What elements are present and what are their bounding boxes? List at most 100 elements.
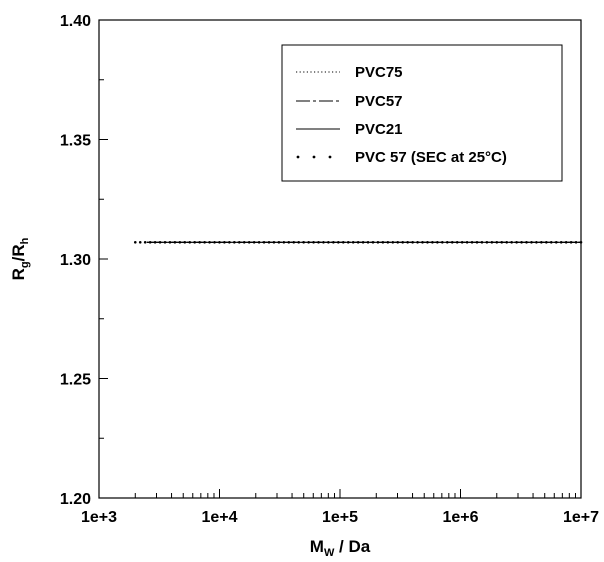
data-point (302, 240, 305, 244)
legend-label: PVC57 (355, 93, 403, 110)
data-point (361, 240, 365, 244)
data-point (257, 240, 261, 244)
data-point (431, 240, 434, 244)
data-point (267, 240, 271, 244)
legend-label: PVC 57 (SEC at 25°C) (355, 149, 507, 166)
y-tick-label: 1.40 (60, 13, 91, 30)
data-point (391, 240, 395, 244)
x-axis-ticks: 1e+3 1e+4 1e+5 1e+6 1e+7 (81, 489, 599, 526)
data-point (208, 240, 211, 244)
data-point (564, 240, 568, 244)
data-point (183, 240, 187, 244)
y-tick-label: 1.35 (60, 133, 91, 150)
data-point (233, 240, 236, 244)
data-point (515, 240, 518, 244)
data-point (520, 240, 523, 244)
x-axis-title: MW / Da (310, 537, 371, 559)
y-tick-label: 1.25 (60, 372, 91, 389)
series-layer (133, 240, 583, 244)
data-point (242, 240, 246, 244)
data-point (327, 240, 330, 244)
data-point (455, 240, 459, 244)
data-point (218, 240, 221, 244)
x-tick-label: 1e+7 (563, 509, 599, 526)
legend-swatch-point (312, 155, 316, 159)
legend: PVC75 PVC57 PVC21 PVC 57 (SEC at 25°C) (281, 44, 563, 182)
data-point (292, 240, 296, 244)
data-point (485, 240, 489, 244)
data-point (450, 240, 454, 244)
data-point (228, 240, 231, 244)
data-point (262, 240, 266, 244)
data-point (188, 240, 192, 244)
data-point (356, 240, 360, 244)
series-pvc-57-sec-at-25-c-points (133, 240, 583, 244)
data-point (173, 240, 177, 244)
legend-swatch-point (296, 155, 300, 159)
y-axis-title: Rg/Rh (9, 237, 31, 280)
data-point (490, 240, 494, 244)
data-point (569, 240, 573, 244)
data-point (341, 240, 345, 244)
data-point (505, 240, 509, 244)
data-point (579, 240, 583, 244)
data-point (559, 240, 563, 244)
data-point (445, 240, 449, 244)
data-point (465, 240, 469, 244)
legend-swatch-point (328, 155, 332, 159)
x-tick-label: 1e+4 (201, 509, 237, 526)
legend-item: PVC21 (296, 121, 403, 138)
data-point (252, 240, 256, 244)
data-point (133, 240, 137, 244)
data-point (396, 240, 400, 244)
data-point (282, 240, 286, 244)
data-point (381, 240, 385, 244)
data-point (530, 240, 533, 244)
data-point (346, 240, 350, 244)
data-point (535, 240, 538, 244)
data-point (272, 240, 276, 244)
data-point (203, 240, 206, 244)
data-point (143, 240, 147, 244)
legend-label: PVC75 (355, 64, 403, 81)
data-point (460, 240, 464, 244)
data-point (148, 240, 152, 244)
data-point (401, 240, 405, 244)
data-point (545, 240, 548, 244)
data-point (277, 240, 281, 244)
data-point (138, 240, 142, 244)
data-point (436, 240, 439, 244)
data-point (287, 240, 291, 244)
legend-box (281, 44, 563, 182)
data-point (426, 240, 429, 244)
data-point (158, 240, 162, 244)
y-tick-label: 1.30 (60, 252, 91, 269)
data-point (247, 240, 251, 244)
y-tick-label: 1.20 (60, 491, 91, 508)
legend-item: PVC75 (296, 64, 403, 81)
data-point (168, 240, 172, 244)
legend-label: PVC21 (355, 121, 403, 138)
x-tick-label: 1e+6 (442, 509, 478, 526)
data-point (366, 240, 370, 244)
data-point (307, 240, 310, 244)
x-tick-label: 1e+3 (81, 509, 117, 526)
data-point (223, 240, 226, 244)
data-point (495, 240, 499, 244)
data-point (554, 240, 558, 244)
data-point (237, 240, 241, 244)
data-point (441, 240, 444, 244)
data-point (421, 240, 424, 244)
data-point (475, 240, 479, 244)
data-point (540, 240, 543, 244)
data-point (337, 240, 340, 244)
data-point (574, 240, 578, 244)
data-point (198, 240, 201, 244)
data-point (153, 240, 157, 244)
data-point (297, 240, 301, 244)
data-point (163, 240, 167, 244)
data-point (500, 240, 504, 244)
data-point (371, 240, 375, 244)
data-point (322, 240, 325, 244)
